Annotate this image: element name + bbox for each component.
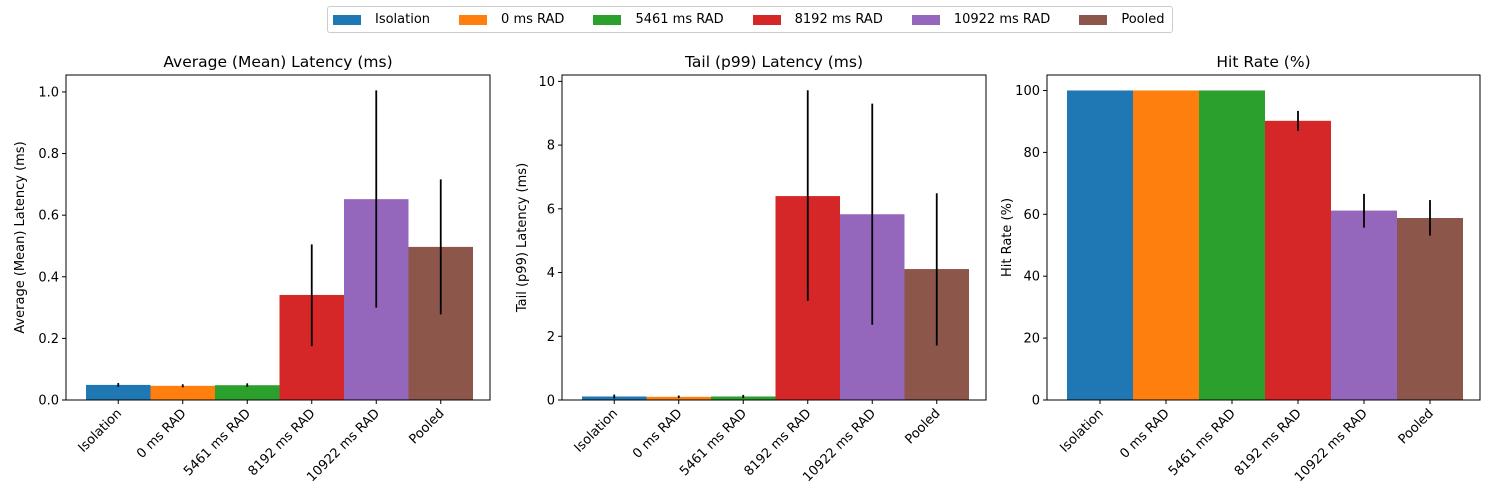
- x-tick-label: Isolation: [1057, 406, 1107, 456]
- x-tick-label: 10922 ms RAD: [1292, 406, 1371, 485]
- y-tick-label: 60: [1023, 208, 1040, 223]
- plot-frame: [1046, 74, 1481, 401]
- legend-item-pooled: Pooled: [1078, 12, 1164, 27]
- y-tick-label: 100: [1015, 84, 1040, 99]
- x-tick-label: Pooled: [406, 406, 447, 447]
- legend-swatch: [752, 14, 781, 25]
- legend: Isolation 0 ms RAD 5461 ms RAD 8192 ms R…: [327, 6, 1173, 33]
- bar: [1199, 90, 1265, 400]
- legend-item-10922ms-rad: 10922 ms RAD: [911, 12, 1078, 27]
- y-tick-label: 10: [538, 75, 555, 90]
- legend-label: 10922 ms RAD: [953, 12, 1051, 27]
- legend-label: 5461 ms RAD: [635, 12, 724, 27]
- bar: [1133, 90, 1199, 400]
- chart-title: Average (Mean) Latency (ms): [163, 53, 392, 71]
- y-tick-label: 6: [547, 202, 555, 217]
- bar: [711, 396, 776, 400]
- bar: [1331, 210, 1397, 400]
- x-tick-label: 5461 ms RAD: [181, 406, 254, 479]
- y-tick-label: 1.0: [38, 85, 59, 100]
- y-tick-label: 0.2: [38, 332, 59, 347]
- plot-frame: [561, 74, 987, 401]
- legend-item-5461ms-rad: 5461 ms RAD: [592, 12, 751, 27]
- bar: [1265, 120, 1331, 401]
- y-tick-label: 20: [1023, 332, 1040, 347]
- legend-label: Isolation: [375, 12, 431, 27]
- bar: [646, 396, 711, 400]
- x-tick-label: 8192 ms RAD: [742, 406, 815, 479]
- y-tick-label: 0: [1032, 394, 1040, 409]
- bar: [1397, 218, 1463, 400]
- x-tick-label: Isolation: [572, 406, 622, 456]
- x-tick-label: 0 ms RAD: [134, 406, 189, 461]
- y-tick-label: 0.8: [38, 147, 59, 162]
- x-tick-label: 0 ms RAD: [1117, 406, 1172, 461]
- plot-frame: [65, 74, 491, 401]
- chart-title: Hit Rate (%): [1216, 53, 1310, 71]
- legend-item-8192ms-rad: 8192 ms RAD: [752, 12, 911, 27]
- legend-swatch: [911, 14, 940, 25]
- legend-swatch: [333, 14, 361, 25]
- legend-label: 8192 ms RAD: [794, 12, 883, 27]
- legend-label: 0 ms RAD: [501, 12, 565, 27]
- y-tick-label: 0.4: [38, 270, 59, 285]
- bar: [150, 385, 215, 400]
- x-tick-label: Pooled: [1396, 406, 1437, 447]
- y-tick-label: 0.0: [38, 394, 59, 409]
- y-axis-label: Average (Mean) Latency (ms): [13, 141, 28, 333]
- y-tick-label: 40: [1023, 270, 1040, 285]
- y-tick-label: 80: [1023, 146, 1040, 161]
- y-tick-label: 4: [547, 266, 555, 281]
- y-tick-label: 2: [547, 330, 555, 345]
- legend-label: Pooled: [1121, 12, 1165, 27]
- x-tick-label: Pooled: [902, 406, 943, 447]
- bar: [1067, 90, 1133, 400]
- x-tick-label: 5461 ms RAD: [1166, 406, 1239, 479]
- bar: [215, 385, 280, 400]
- legend-item-0ms-rad: 0 ms RAD: [458, 12, 592, 27]
- chart-title: Tail (p99) Latency (ms): [684, 53, 863, 71]
- y-axis-label: Tail (p99) Latency (ms): [515, 163, 530, 313]
- x-tick-label: 8192 ms RAD: [1232, 406, 1305, 479]
- y-tick-label: 0.6: [38, 209, 59, 224]
- x-tick-label: 8192 ms RAD: [246, 406, 319, 479]
- y-axis-label: Hit Rate (%): [1000, 198, 1015, 277]
- legend-item-isolation: Isolation: [332, 12, 458, 27]
- y-tick-label: 8: [547, 139, 555, 154]
- chart-panel-1: 0.0 0.2 0.4 0.6 0.8 1.0 Isolation 0 ms RAD5461 …: [13, 53, 491, 485]
- x-tick-label: Isolation: [76, 406, 126, 456]
- legend-swatch: [1079, 14, 1108, 25]
- x-tick-label: 0 ms RAD: [630, 406, 685, 461]
- bar: [86, 384, 151, 400]
- y-tick-label: 0: [547, 394, 555, 409]
- legend-swatch: [593, 14, 622, 25]
- x-tick-label: 5461 ms RAD: [677, 406, 750, 479]
- legend-swatch: [459, 14, 488, 25]
